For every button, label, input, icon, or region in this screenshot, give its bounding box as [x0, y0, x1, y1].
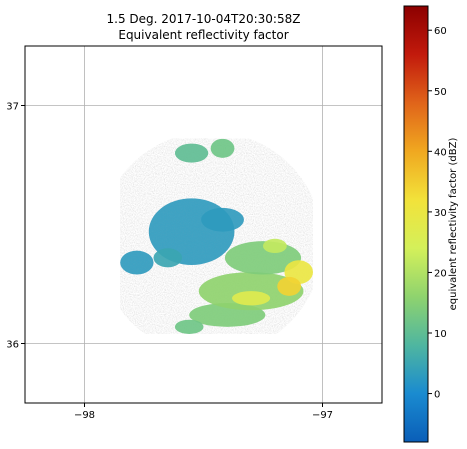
echo-region: [232, 291, 271, 306]
echo-region: [120, 250, 154, 275]
axis-ticks: −98 −97 37 36: [6, 102, 333, 422]
plot-frame: [24, 45, 383, 404]
colorbar-label: equivalent reflectivity factor (dBZ): [448, 138, 459, 311]
colorbar-tick-label: 60: [434, 26, 447, 37]
radar-echoes: [120, 138, 313, 334]
chart-subtitle: Equivalent reflectivity factor: [118, 28, 289, 42]
echo-region: [201, 207, 244, 232]
colorbar-tick-label: 40: [434, 147, 447, 158]
echo-region: [153, 248, 183, 268]
x-tick-label: −98: [74, 410, 95, 421]
y-tick-label: 37: [6, 102, 19, 113]
echo-region: [263, 238, 287, 254]
colorbar: 0 10 20 30 40 50 60: [403, 5, 447, 443]
colorbar-tick-label: 20: [434, 268, 447, 279]
echo-region: [174, 319, 204, 334]
x-tick-label: −97: [312, 410, 333, 421]
y-tick-label: 36: [6, 340, 19, 351]
grid-lines: [25, 46, 382, 403]
colorbar-tick-label: 10: [434, 329, 447, 340]
chart-title: 1.5 Deg. 2017-10-04T20:30:58Z: [106, 12, 301, 26]
colorbar-tick-label: 50: [434, 87, 447, 98]
colorbar-tick-label: 30: [434, 208, 447, 219]
colorbar-tick-label: 0: [434, 390, 440, 401]
echo-region: [210, 138, 235, 158]
colorbar-gradient: [403, 5, 429, 443]
echo-region: [174, 143, 209, 163]
echo-region: [277, 276, 302, 296]
